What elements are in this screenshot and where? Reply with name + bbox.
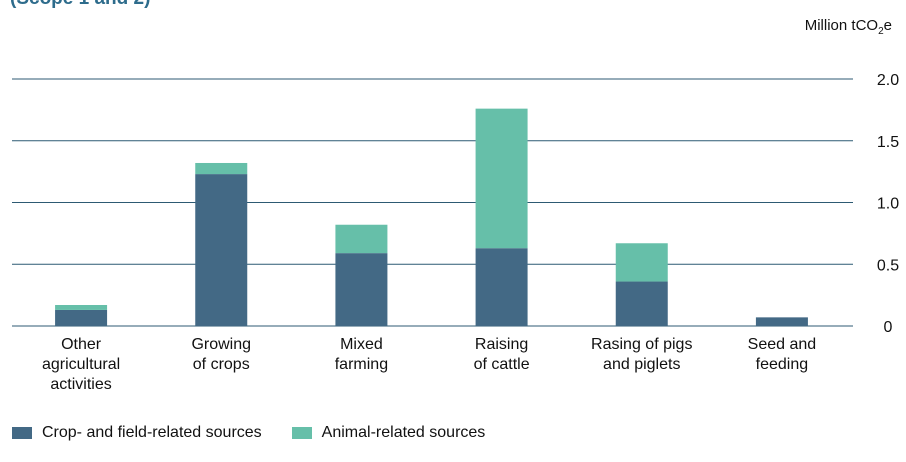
y-tick-label: 0: [884, 319, 893, 336]
bar-animal: [615, 243, 668, 282]
y-tick-label: 1.0: [877, 196, 899, 213]
bar-animal: [195, 162, 248, 175]
bar-animal: [55, 305, 108, 310]
y-axis-unit: Million tCO2e: [804, 17, 892, 37]
bar-chart: 0 0.5 1.0 1.5 2.0 Other agricultural activities…: [12, 72, 899, 393]
chart-title: (Scope 1 and 2): [10, 0, 150, 10]
y-tick-label: 2.0: [877, 72, 899, 89]
bar-crop: [335, 253, 388, 326]
x-tick-label: Rasing of pigs and piglets: [591, 336, 692, 373]
bar-crop: [195, 174, 248, 326]
legend-item-crop: Crop- and field-related sources: [12, 424, 262, 442]
bar-crop: [55, 309, 108, 326]
x-tick-label: Growing of crops: [191, 336, 251, 373]
x-tick-label: Seed and feeding: [748, 336, 817, 373]
legend-swatch-animal: [291, 427, 312, 439]
legend-label-crop: Crop- and field-related sources: [42, 424, 262, 441]
x-tick-label: Other agricultural activities: [42, 336, 120, 393]
legend: Crop- and field-related sources Animal-r…: [12, 424, 515, 442]
bar-crop: [475, 248, 528, 326]
legend-swatch-crop: [12, 427, 32, 439]
y-tick-label: 1.5: [877, 134, 899, 151]
x-tick-label: Mixed farming: [335, 336, 388, 373]
bar-animal: [475, 108, 528, 249]
bar-crop: [755, 317, 808, 326]
bar-animal: [335, 224, 388, 254]
legend-item-animal: Animal-related sources: [291, 424, 486, 442]
bar-crop: [615, 281, 668, 326]
y-tick-label: 0.5: [877, 257, 899, 274]
legend-label-animal: Animal-related sources: [321, 424, 486, 441]
x-tick-label: Raising of cattle: [474, 336, 530, 373]
